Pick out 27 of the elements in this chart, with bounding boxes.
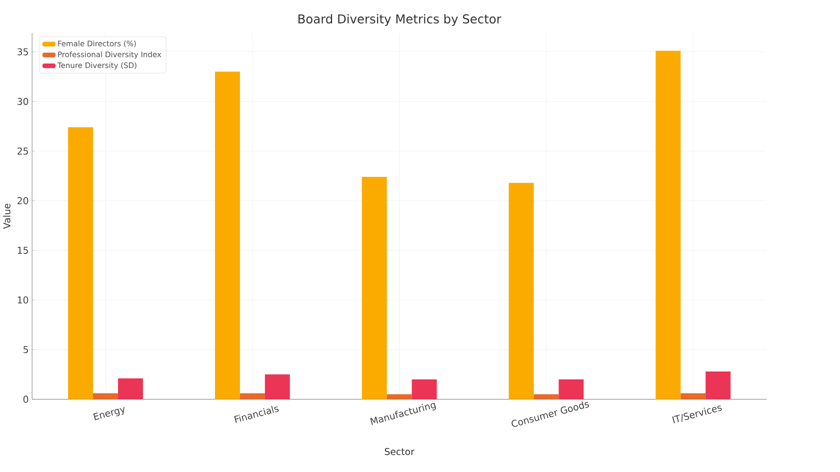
- bar: [386, 394, 412, 400]
- bar: [656, 50, 681, 400]
- y-axis-title: Value: [3, 204, 10, 230]
- bar: [534, 394, 559, 400]
- bar: [214, 72, 240, 400]
- bar: [118, 378, 143, 400]
- bar: [680, 393, 706, 400]
- y-tick-label: 30: [18, 98, 28, 106]
- bar: [264, 374, 290, 400]
- y-tick-label: 20: [18, 197, 28, 204]
- bar: [508, 182, 534, 400]
- y-tick-label: 0: [23, 396, 28, 403]
- bar: [240, 393, 265, 400]
- chart-title: Board Diversity Metrics by Sector: [298, 14, 502, 26]
- bar: [706, 372, 731, 400]
- bar: [93, 393, 118, 400]
- x-axis-title: Sector: [384, 448, 414, 456]
- y-tick-label: 10: [18, 296, 28, 304]
- y-tick-label: 35: [18, 48, 28, 56]
- bar: [362, 177, 387, 400]
- y-tick-label: 15: [18, 246, 28, 254]
- x-tick-label: Energy: [93, 407, 124, 420]
- bar: [412, 380, 437, 400]
- bar: [68, 127, 94, 400]
- y-tick-label: 25: [18, 148, 28, 155]
- bar: [558, 380, 584, 400]
- y-tick-label: 5: [24, 346, 28, 354]
